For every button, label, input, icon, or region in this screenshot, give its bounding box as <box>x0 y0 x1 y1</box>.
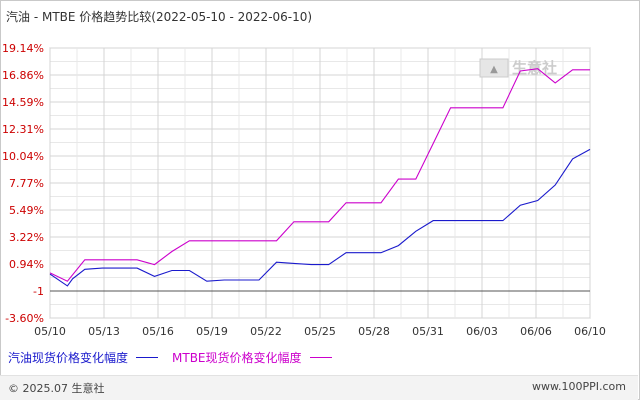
legend-label-gasoline: 汽油现货价格变化幅度 <box>8 351 129 365</box>
y-tick-label: 16.86% <box>2 69 44 82</box>
y-tick-label: 10.04% <box>2 150 44 163</box>
y-tick-label: 12.31% <box>2 123 44 136</box>
legend-swatch-mtbe <box>309 357 332 358</box>
x-tick-label: 05/28 <box>358 325 390 338</box>
x-tick-label: 05/22 <box>250 325 282 338</box>
x-tick-label: 06/10 <box>574 325 606 338</box>
legend-item-gasoline: 汽油现货价格变化幅度 <box>8 349 159 366</box>
y-tick-label: 19.14% <box>2 42 44 55</box>
y-axis-ticks: 19.14% 16.86% 14.59% 12.31% 10.04% 7.77% 5.49%… <box>2 42 44 325</box>
footer-bar: © 2025.07 生意社 www.100PPI.com <box>0 375 638 400</box>
y-tick-label: 3.22% <box>9 231 44 244</box>
legend: 汽油现货价格变化幅度 MTBE现货价格变化幅度 <box>8 349 346 366</box>
svg-text:生意社: 生意社 <box>512 59 557 77</box>
legend-label-mtbe: MTBE现货价格变化幅度 <box>172 351 302 365</box>
x-tick-label: 05/13 <box>88 325 120 338</box>
chart-title: 汽油 - MTBE 价格趋势比较(2022-05-10 - 2022-06-10… <box>6 10 313 24</box>
y-tick-label: 7.77% <box>9 177 44 190</box>
series-layer <box>49 68 591 287</box>
x-tick-label: 05/25 <box>304 325 336 338</box>
series-line-2 <box>49 68 590 282</box>
x-tick-label: 05/10 <box>34 325 66 338</box>
legend-swatch-gasoline <box>136 357 159 358</box>
y-tick-label: -3.60% <box>5 312 44 325</box>
grid-layer <box>49 47 591 319</box>
x-tick-label: 06/03 <box>466 325 498 338</box>
y-tick-label: -1 <box>33 285 44 298</box>
y-tick-label: 0.94% <box>9 258 44 271</box>
svg-text:▲: ▲ <box>490 64 498 75</box>
x-tick-label: 05/31 <box>412 325 444 338</box>
x-tick-label: 05/16 <box>142 325 174 338</box>
series-line-1 <box>49 148 591 287</box>
watermark: ▲ 生意社 <box>479 58 557 78</box>
y-tick-label: 14.59% <box>2 96 44 109</box>
x-tick-label: 06/06 <box>520 325 552 338</box>
site-link[interactable]: www.100PPI.com <box>532 380 626 393</box>
x-tick-label: 05/19 <box>196 325 228 338</box>
x-axis-ticks: 05/10 05/13 05/16 05/19 05/22 05/25 05/28 05/31… <box>34 325 606 338</box>
legend-item-mtbe: MTBE现货价格变化幅度 <box>172 349 332 366</box>
copyright-text: © 2025.07 生意社 <box>8 382 105 395</box>
y-tick-label: 5.49% <box>9 204 44 217</box>
